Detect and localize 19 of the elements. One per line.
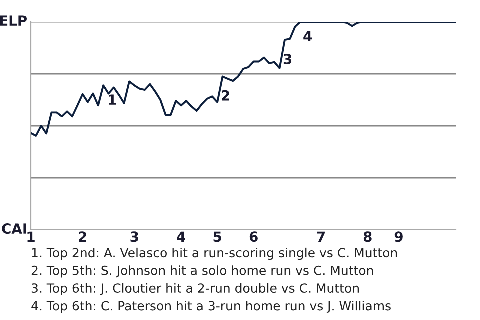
x-tick-label: 4 xyxy=(177,232,186,242)
x-tick-label: 3 xyxy=(130,232,138,242)
text: 1. Top 2nd: A. Velasco hit a run-scoring single vs C. Mutton xyxy=(32,248,398,260)
annotation: 4 xyxy=(304,31,312,42)
text: 2. Top 5th: S. Johnson hit a solo home run vs C. Mutton xyxy=(32,266,374,278)
x-tick-label: 1 xyxy=(28,232,35,242)
text: 4. Top 6th: C. Paterson hit a 3-run home run vs J. Williams xyxy=(32,301,391,314)
x-tick-label: 6 xyxy=(250,232,258,242)
x-tick-label: 7 xyxy=(317,232,325,242)
x-tick-label: 5 xyxy=(214,232,222,242)
annotation: 3 xyxy=(284,54,292,65)
annotation: 2 xyxy=(222,90,230,101)
text: ELP xyxy=(0,16,28,26)
x-tick-label: 2 xyxy=(79,232,86,242)
text: 3. Top 6th: J. Cloutier hit a 2-run double vs C. Mutton xyxy=(32,283,359,296)
x-tick-label: 9 xyxy=(394,232,403,242)
text: CAI xyxy=(2,224,26,234)
annotation: 1 xyxy=(109,94,116,105)
x-tick-label: 8 xyxy=(364,232,372,242)
